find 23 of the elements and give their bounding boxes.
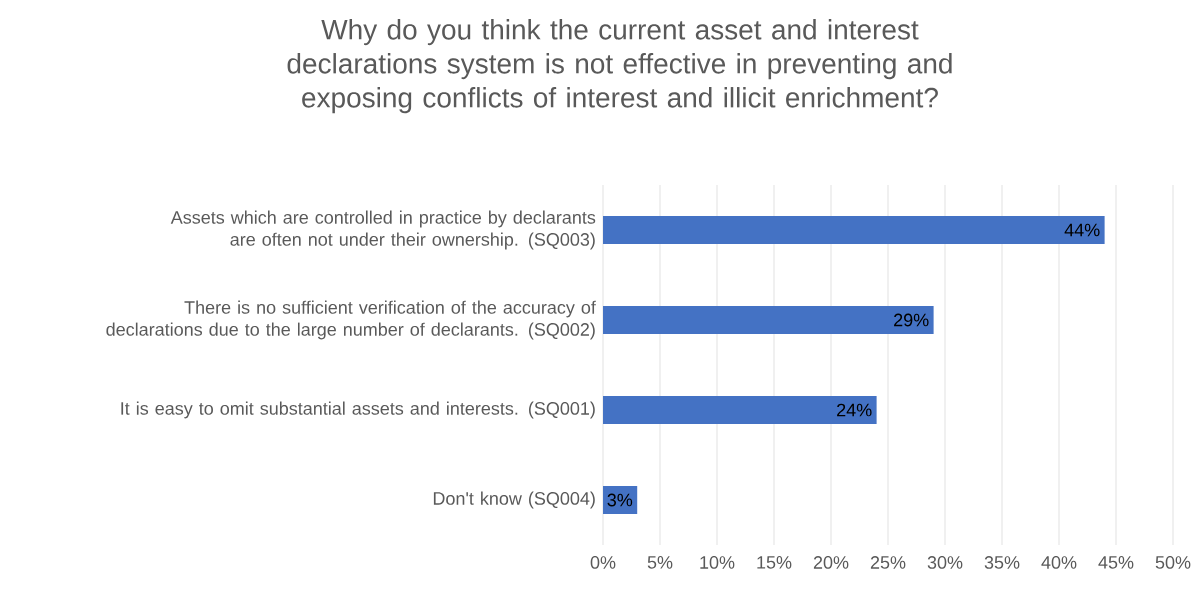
bar	[603, 396, 877, 424]
data-label: 3%	[607, 493, 633, 507]
x-tick-label: 50%	[1155, 556, 1191, 569]
x-tick-label: 40%	[1041, 556, 1077, 569]
bar	[603, 216, 1105, 244]
x-tick-label: 5%	[647, 556, 673, 569]
x-tick-label: 15%	[757, 556, 792, 569]
chart-title: Why do you think the current asset and interest declarations system is not effective in preventing and exposing conflicts of interest and illicit enrichment?	[287, 19, 952, 114]
x-tick-label: 30%	[927, 556, 963, 569]
y-tick-label: Don't know (SQ004)	[433, 491, 595, 509]
y-tick-label: Assets which are controlled in practice by declarants are often not under their ownership. (SQ003)	[170, 210, 596, 250]
data-label: 44%	[1064, 223, 1100, 237]
data-label: 24%	[837, 403, 872, 417]
x-tick-label: 20%	[813, 556, 849, 569]
data-label: 29%	[894, 313, 929, 327]
x-tick-label: 35%	[984, 556, 1020, 569]
x-tick-label: 25%	[870, 556, 906, 569]
y-tick-label: It is easy to omit substantial assets and interests. (SQ001)	[121, 401, 595, 419]
x-tick-label: 0%	[590, 556, 616, 569]
x-tick-label: 10%	[700, 556, 735, 569]
bar	[603, 306, 934, 334]
x-tick-label: 45%	[1098, 556, 1134, 569]
y-tick-label: There is no sufficient verification of the accuracy of declarations due to the large number of declarants. (SQ002)	[106, 300, 596, 340]
